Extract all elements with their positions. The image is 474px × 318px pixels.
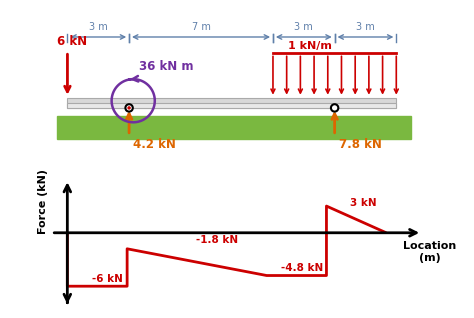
Text: Location: Location <box>403 241 457 251</box>
Text: 1 kN/m: 1 kN/m <box>288 41 332 51</box>
Text: Force (kN): Force (kN) <box>38 169 48 234</box>
Circle shape <box>331 104 338 112</box>
Text: 3 m: 3 m <box>294 22 313 32</box>
Text: -6 kN: -6 kN <box>92 274 123 284</box>
Text: 3 kN: 3 kN <box>350 198 377 208</box>
FancyBboxPatch shape <box>67 98 396 108</box>
Text: 3 m: 3 m <box>356 22 375 32</box>
Text: 3 m: 3 m <box>89 22 108 32</box>
Text: 6 kN: 6 kN <box>57 35 87 48</box>
Text: -4.8 kN: -4.8 kN <box>282 263 324 273</box>
Text: (m): (m) <box>419 253 441 263</box>
Text: 36 kN m: 36 kN m <box>139 60 194 73</box>
Text: 4.2 kN: 4.2 kN <box>133 138 176 151</box>
Circle shape <box>128 107 130 109</box>
Bar <box>57 116 410 139</box>
Circle shape <box>126 104 133 112</box>
FancyBboxPatch shape <box>67 103 396 108</box>
Text: -1.8 kN: -1.8 kN <box>196 235 238 245</box>
Text: 7.8 kN: 7.8 kN <box>339 138 382 151</box>
Text: 7 m: 7 m <box>191 22 210 32</box>
